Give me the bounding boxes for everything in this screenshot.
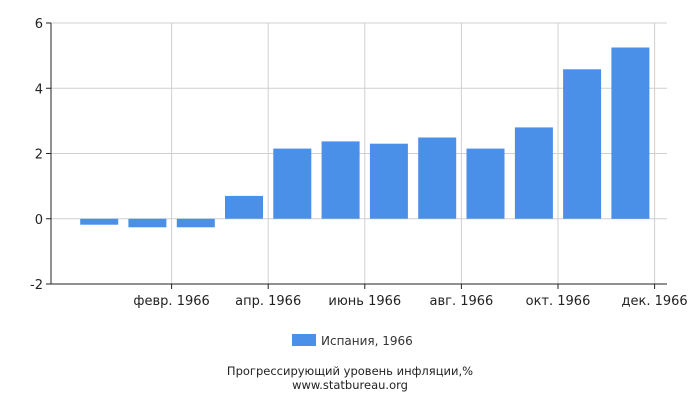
y-tick-label: 0 xyxy=(35,213,43,228)
x-tick-label: апр. 1966 xyxy=(235,294,301,309)
legend-swatch xyxy=(292,334,316,346)
x-tick-label: окт. 1966 xyxy=(526,294,591,309)
x-axis-ticks: февр. 1966 апр. 1966 июнь 1966 авг. 1966 окт… xyxy=(133,284,688,309)
bar-6 xyxy=(321,141,360,219)
bar-4 xyxy=(225,195,263,219)
bars xyxy=(80,47,650,228)
bar-3 xyxy=(176,218,215,228)
y-tick-label: 4 xyxy=(35,82,43,97)
bar-1 xyxy=(80,218,119,225)
legend: Испания, 1966 xyxy=(292,334,413,348)
bar-5 xyxy=(273,148,312,219)
y-axis-ticks: -2 0 2 4 6 xyxy=(30,17,51,293)
y-tick-label: -2 xyxy=(30,278,43,293)
legend-label: Испания, 1966 xyxy=(321,334,413,348)
bar-8 xyxy=(418,137,457,219)
x-tick-label: февр. 1966 xyxy=(133,294,209,309)
x-tick-label: дек. 1966 xyxy=(622,294,688,309)
bar-12 xyxy=(611,47,650,219)
bar-11 xyxy=(563,69,602,219)
bar-2 xyxy=(128,218,167,228)
y-tick-label: 6 xyxy=(35,17,43,32)
x-tick-label: авг. 1966 xyxy=(429,294,493,309)
bar-9 xyxy=(466,148,505,219)
bar-7 xyxy=(369,143,408,219)
x-tick-label: июнь 1966 xyxy=(328,294,401,309)
source-url: www.statbureau.org xyxy=(292,378,408,392)
y-tick-label: 2 xyxy=(35,148,43,163)
bar-10 xyxy=(514,127,553,219)
chart-caption: Прогрессирующий уровень инфляции,% xyxy=(227,364,473,378)
